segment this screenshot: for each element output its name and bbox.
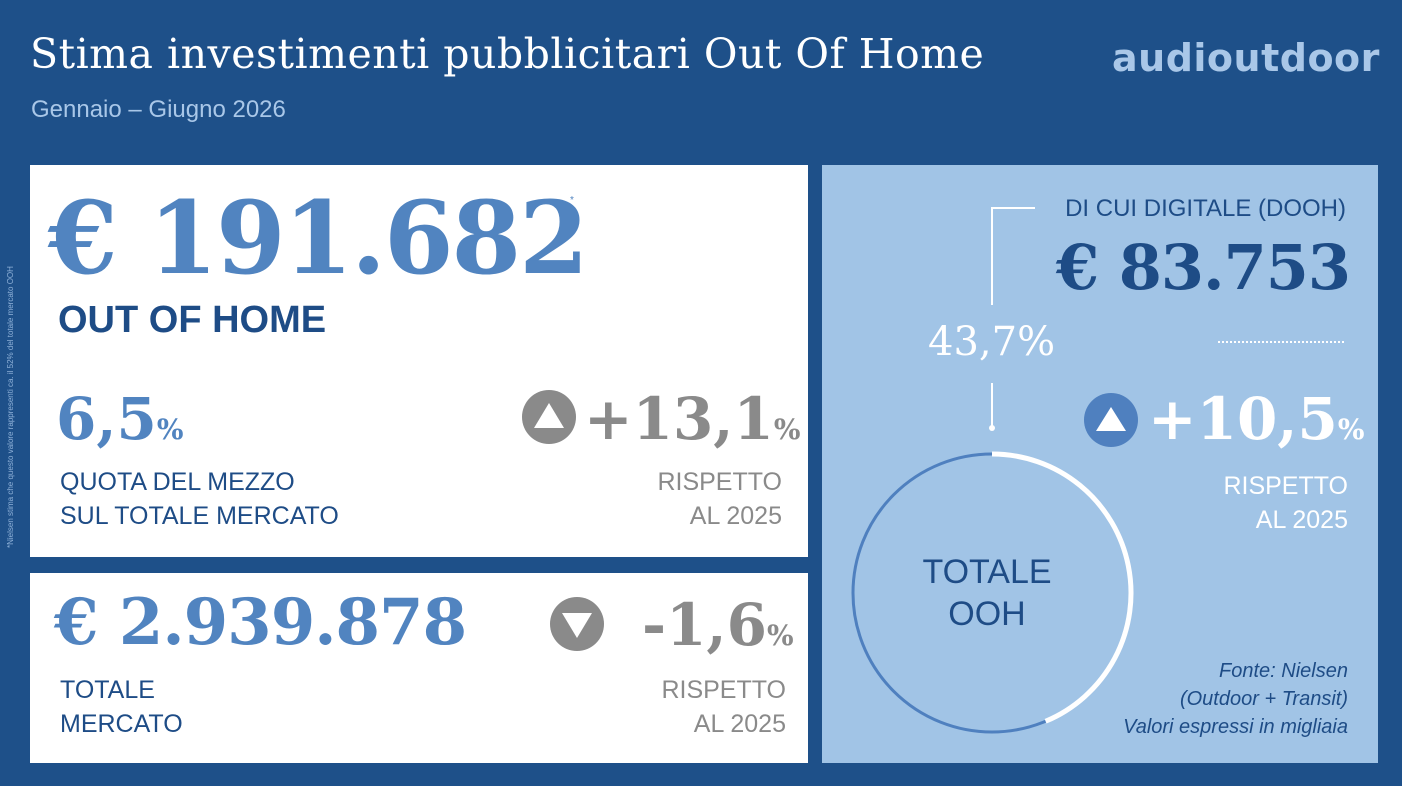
ooh-change-label: RISPETTO AL 2025 <box>582 465 782 533</box>
market-change-label-line2: AL 2025 <box>693 710 786 738</box>
donut-center-label: TOTALE OOH <box>882 551 1092 635</box>
market-change-number: -1,6 <box>642 591 767 659</box>
dooh-value: € 83.753 <box>1055 231 1351 304</box>
donut-label-line1: TOTALE <box>922 553 1052 591</box>
share-number: 6,5 <box>56 385 157 453</box>
ooh-value: € 191.682 <box>48 179 589 297</box>
ooh-change-label-line2: AL 2025 <box>689 502 782 530</box>
leader-dot <box>989 425 995 431</box>
dooh-change-label-line1: RISPETTO <box>1223 472 1348 500</box>
ooh-change-label-line1: RISPETTO <box>657 468 782 496</box>
share-value: 6,5% <box>56 385 184 453</box>
share-label: QUOTA DEL MEZZO SUL TOTALE MERCATO <box>60 465 339 533</box>
source-line3: Valori espressi in migliaia <box>1123 716 1348 738</box>
share-label-line2: SUL TOTALE MERCATO <box>60 502 339 530</box>
ooh-change-number: +13,1 <box>584 385 774 453</box>
ooh-asterisk: * <box>570 195 574 206</box>
market-change-label: RISPETTO AL 2025 <box>586 673 786 741</box>
ooh-label: OUT OF HOME <box>58 299 327 341</box>
share-label-line1: QUOTA DEL MEZZO <box>60 468 295 496</box>
page-title: Stima investimenti pubblicitari Out Of H… <box>30 30 985 78</box>
dooh-change-label: RISPETTO AL 2025 <box>1148 469 1348 537</box>
dooh-label: DI CUI DIGITALE (DOOH) <box>1065 195 1346 222</box>
footnote: *Nielsen stima che questo valore rappres… <box>6 266 15 548</box>
market-card: € 2.939.878 TOTALE MERCATO -1,6% RISPETT… <box>30 573 808 763</box>
dooh-donut-chart <box>851 207 1134 734</box>
triangle-up-icon <box>522 390 576 444</box>
market-change-unit: % <box>766 619 794 652</box>
dooh-change-unit: % <box>1337 413 1365 446</box>
dooh-share-percent: 43,7% <box>928 319 1056 365</box>
ooh-card: € 191.682 * OUT OF HOME 6,5% QUOTA DEL M… <box>30 165 808 557</box>
share-unit: % <box>156 413 184 446</box>
ooh-change-value: +13,1% <box>584 385 800 453</box>
leader-line-top <box>991 207 1035 305</box>
source-line2: (Outdoor + Transit) <box>1179 688 1348 710</box>
ooh-change-unit: % <box>773 413 801 446</box>
dotted-divider <box>1218 341 1344 343</box>
dooh-card: DI CUI DIGITALE (DOOH) € 83.753 43,7% +1… <box>822 165 1378 763</box>
market-label-line2: MERCATO <box>60 710 183 738</box>
donut-dooh-arc <box>991 451 1134 724</box>
market-label-line1: TOTALE <box>60 676 155 704</box>
dooh-change-label-line2: AL 2025 <box>1255 506 1348 534</box>
source-note: Fonte: Nielsen (Outdoor + Transit) Valor… <box>1048 657 1348 741</box>
source-line1: Fonte: Nielsen <box>1219 660 1348 682</box>
market-change-value: -1,6% <box>642 591 794 659</box>
audioutdoor-logo: audioutdoor <box>1112 36 1380 80</box>
triangle-up-icon <box>1084 393 1138 447</box>
donut-label-line2: OOH <box>948 595 1026 633</box>
market-label: TOTALE MERCATO <box>60 673 183 741</box>
triangle-down-icon <box>550 597 604 651</box>
dooh-change-value: +10,5% <box>1148 385 1364 453</box>
market-change-label-line1: RISPETTO <box>661 676 786 704</box>
dooh-change-number: +10,5 <box>1148 385 1338 453</box>
market-value: € 2.939.878 <box>54 585 467 660</box>
page-subtitle: Gennaio – Giugno 2026 <box>31 96 286 123</box>
